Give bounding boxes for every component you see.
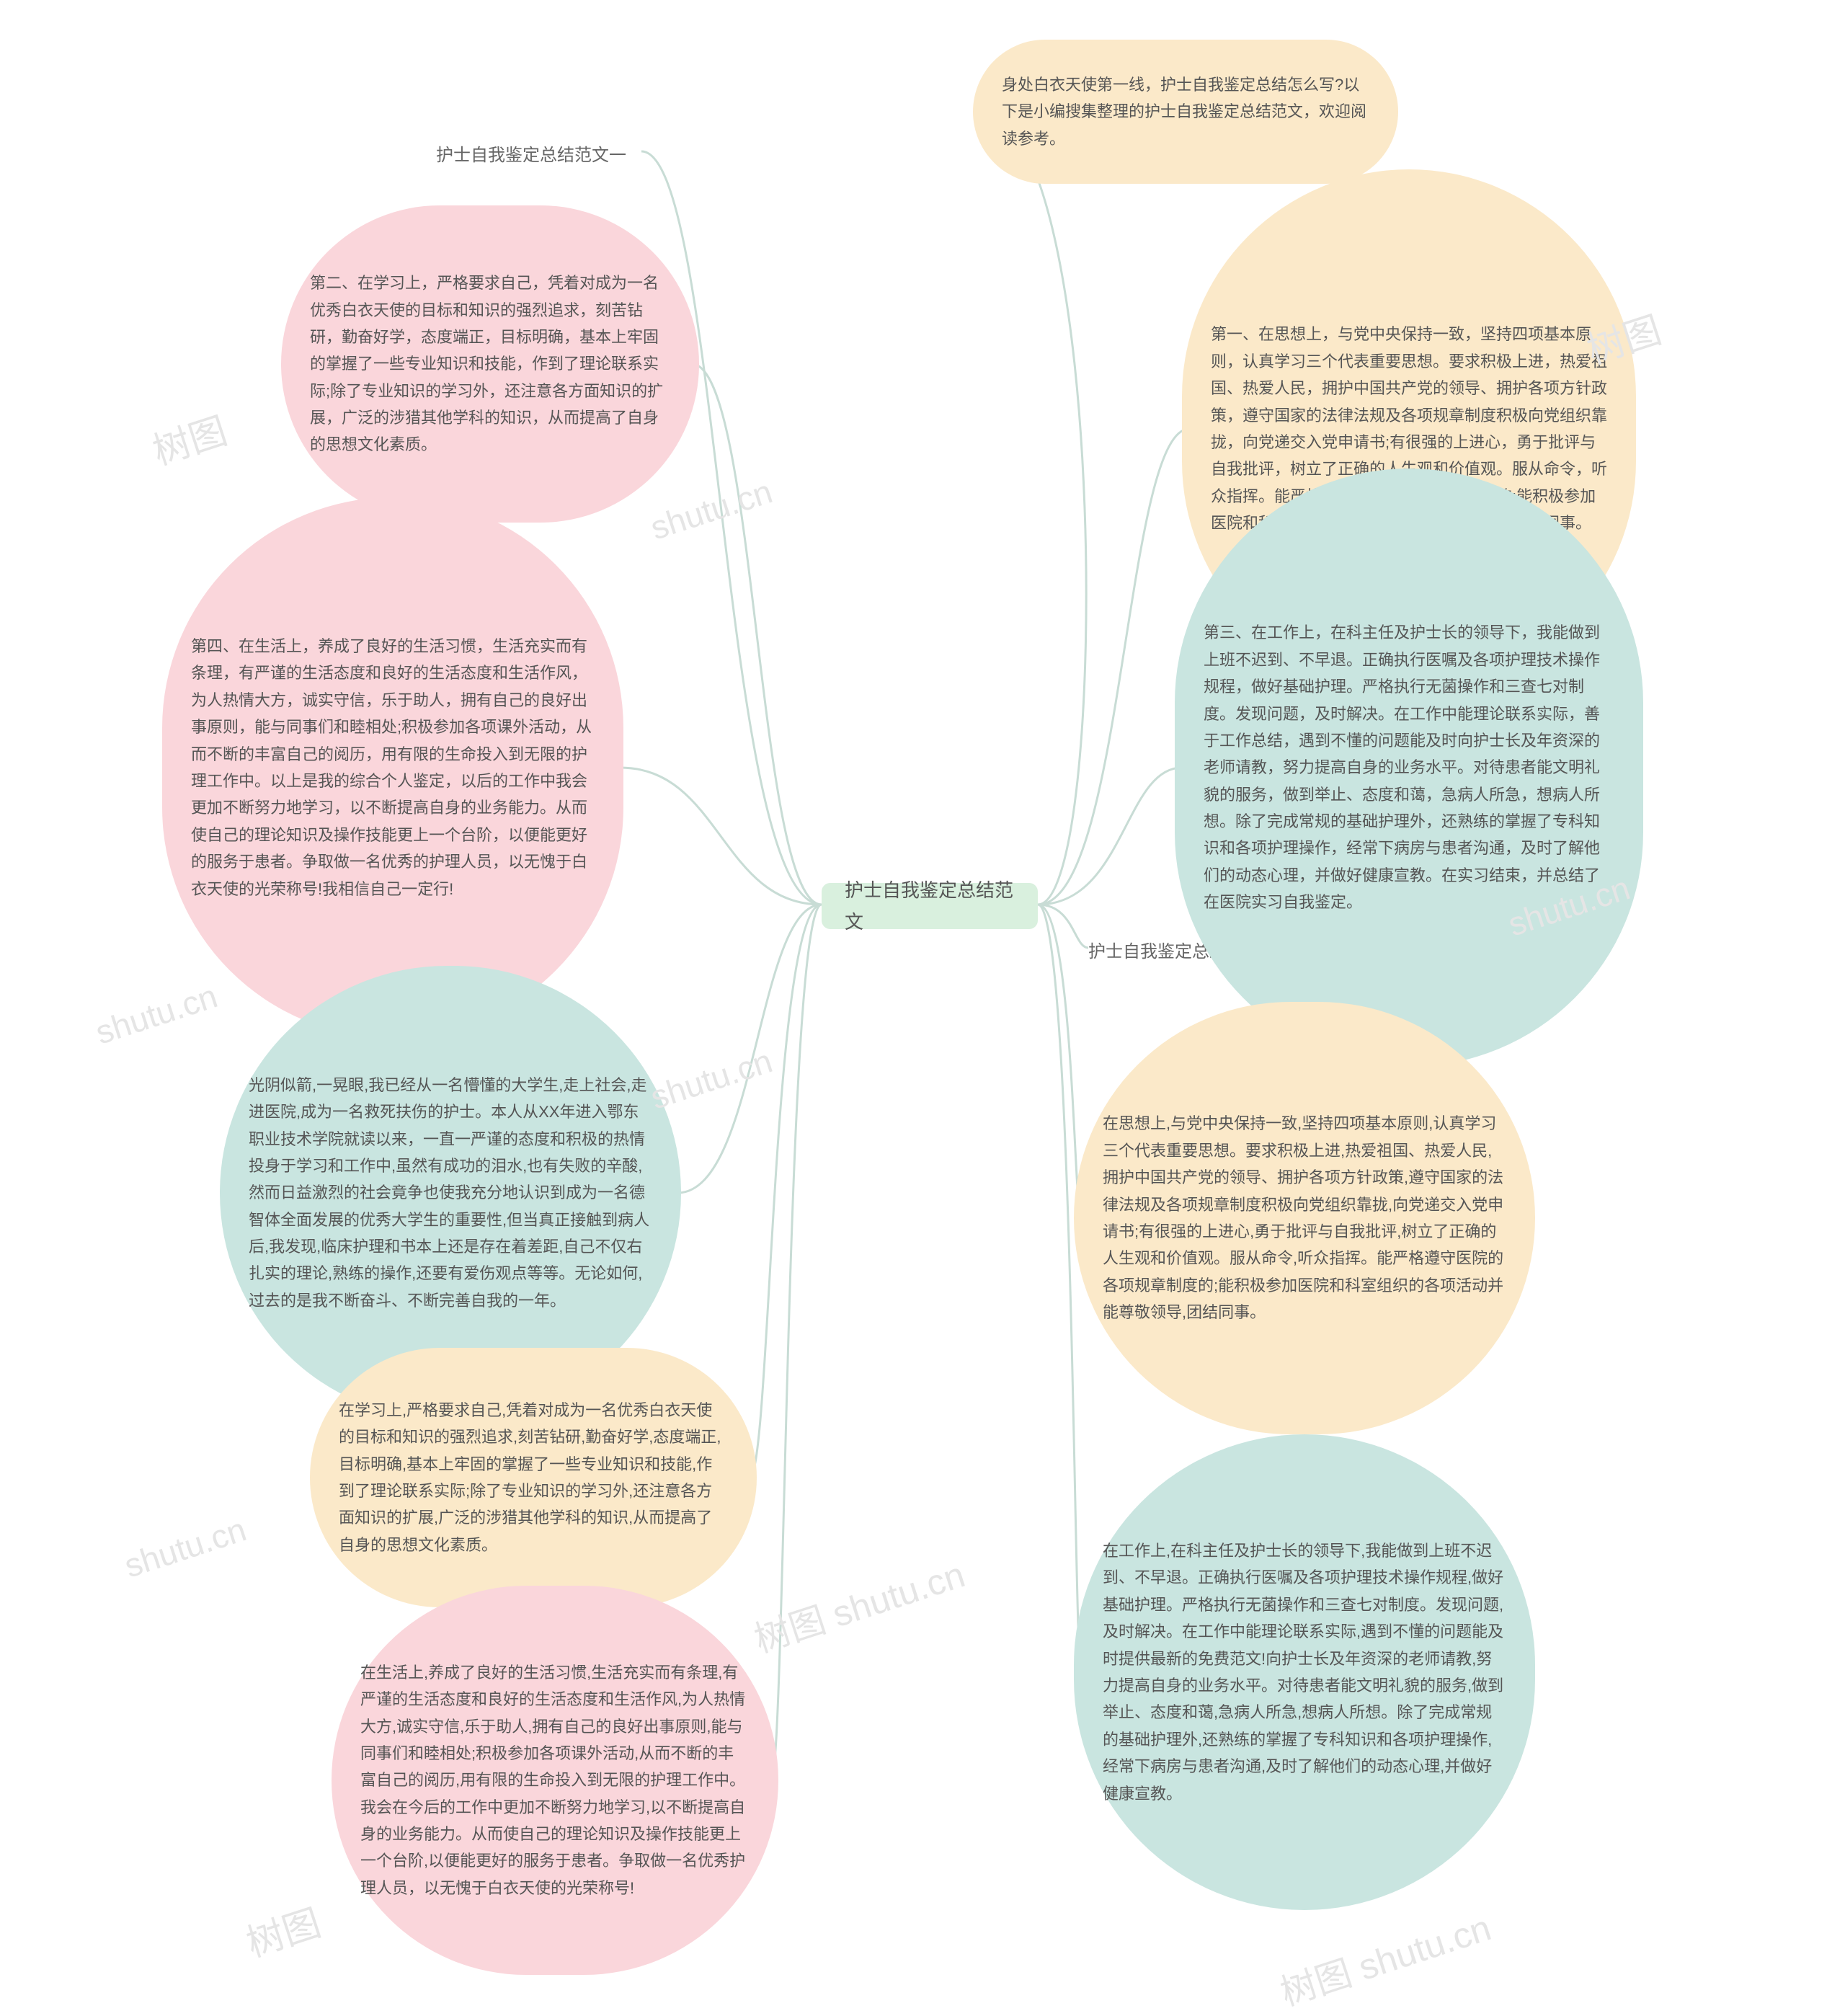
mindmap-bubble[interactable]: 在思想上,与党中央保持一致,坚持四项基本原则,认真学习三个代表重要思想。要求积极…: [1074, 1002, 1535, 1434]
watermark-text: shutu.cn: [646, 471, 777, 547]
mindmap-bubble[interactable]: 在学习上,严格要求自己,凭着对成为一名优秀白衣天使的目标和知识的强烈追求,刻苦钻…: [310, 1348, 757, 1607]
connector: [1038, 905, 1081, 1218]
connector: [677, 905, 822, 1193]
center-label: 护士自我鉴定总结范文: [845, 874, 1015, 938]
mindmap-bubble[interactable]: 第四、在生活上，养成了良好的生活习惯，生活充实而有条理，有严谨的生活态度和良好的…: [162, 497, 623, 1038]
bubble-text: 第二、在学习上，严格要求自己，凭着对成为一名优秀白衣天使的目标和知识的强烈追求，…: [310, 270, 670, 458]
watermark-text: shutu.cn: [120, 1509, 251, 1585]
mindmap-bubble[interactable]: 在生活上,养成了良好的生活习惯,生活充实而有条理,有严谨的生活态度和良好的生活态…: [332, 1586, 778, 1975]
watermark-text: 树图 shutu.cn: [747, 1546, 970, 1663]
watermark-text: shutu.cn: [646, 1041, 777, 1116]
connector: [1038, 905, 1088, 948]
mindmap-bubble[interactable]: 第二、在学习上，严格要求自己，凭着对成为一名优秀白衣天使的目标和知识的强烈追求，…: [281, 205, 699, 523]
connector: [980, 112, 1086, 905]
bubble-text: 在工作上,在科主任及护士长的领导下,我能做到上班不迟到、不早退。正确执行医嘱及各…: [1103, 1537, 1506, 1807]
bubble-text: 光阴似箭,一晃眼,我已经从一名懵懂的大学生,走上社会,走进医院,成为一名救死扶伤…: [249, 1072, 652, 1315]
connector: [620, 768, 822, 905]
bubble-text: 在思想上,与党中央保持一致,坚持四项基本原则,认真学习三个代表重要思想。要求积极…: [1103, 1110, 1506, 1326]
section-label[interactable]: 护士自我鉴定总结范文一: [436, 141, 626, 166]
watermark-text: 树图: [239, 1893, 326, 1967]
watermark-text: 树图 shutu.cn: [1273, 1899, 1496, 2016]
connector: [1038, 768, 1182, 905]
connector: [641, 151, 822, 905]
watermark-text: 树图: [145, 401, 233, 475]
mindmap-bubble[interactable]: 在工作上,在科主任及护士长的领导下,我能做到上班不迟到、不早退。正确执行医嘱及各…: [1074, 1434, 1535, 1910]
mindmap-bubble[interactable]: 第三、在工作上，在科主任及护士长的领导下，我能做到上班不迟到、不早退。正确执行医…: [1175, 469, 1643, 1067]
connector: [750, 905, 822, 1478]
bubble-text: 第四、在生活上，养成了良好的生活习惯，生活充实而有条理，有严谨的生活态度和良好的…: [191, 633, 595, 902]
bubble-text: 第三、在工作上，在科主任及护士长的领导下，我能做到上班不迟到、不早退。正确执行医…: [1204, 619, 1614, 915]
bubble-text: 身处白衣天使第一线，护士自我鉴定总结怎么写?以下是小编搜集整理的护士自我鉴定总结…: [1002, 71, 1369, 152]
connector: [1038, 429, 1189, 905]
bubble-text: 在生活上,养成了良好的生活习惯,生活充实而有条理,有严谨的生活态度和良好的生活态…: [360, 1659, 750, 1902]
watermark-text: shutu.cn: [91, 976, 222, 1052]
section-label-text: 护士自我鉴定总结范文一: [436, 146, 626, 165]
center-topic[interactable]: 护士自我鉴定总结范文: [822, 883, 1038, 929]
mindmap-bubble[interactable]: 身处白衣天使第一线，护士自我鉴定总结怎么写?以下是小编搜集整理的护士自我鉴定总结…: [973, 40, 1398, 184]
bubble-text: 在学习上,严格要求自己,凭着对成为一名优秀白衣天使的目标和知识的强烈追求,刻苦钻…: [339, 1397, 728, 1558]
connector: [692, 364, 822, 905]
connector: [771, 905, 822, 1780]
connector: [1038, 905, 1081, 1672]
